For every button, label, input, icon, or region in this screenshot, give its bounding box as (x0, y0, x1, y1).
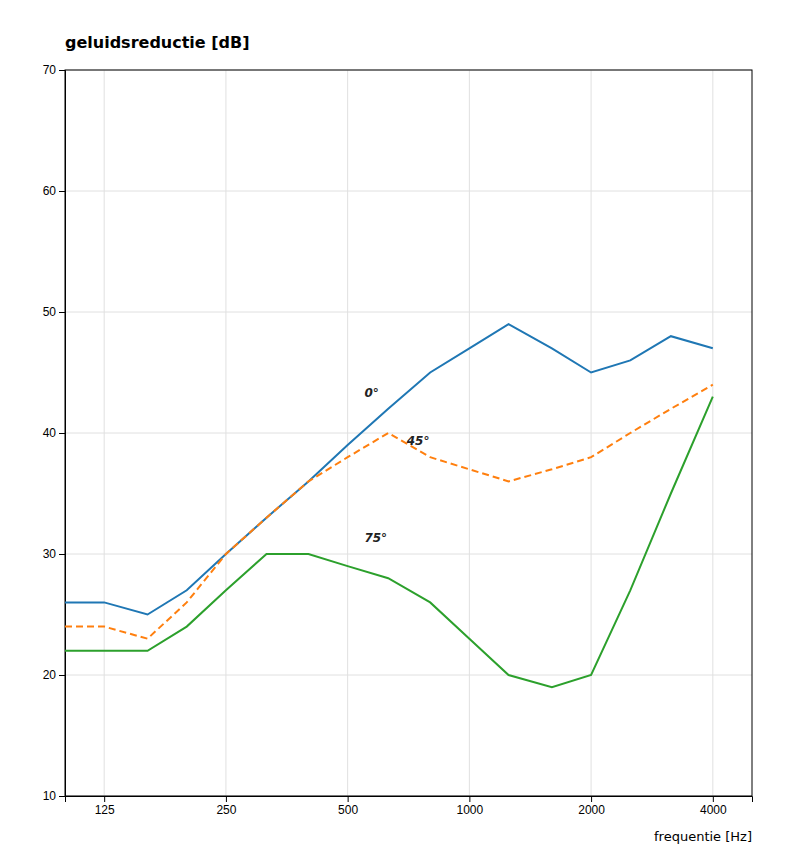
y-tick: 20 (43, 668, 65, 682)
y-tick-label: 70 (43, 63, 57, 77)
x-tick-label: 1000 (457, 803, 484, 817)
y-tick-mark (59, 433, 65, 434)
y-tick-label: 50 (43, 305, 57, 319)
y-tick: 70 (43, 63, 65, 77)
y-tick: 10 (43, 789, 65, 803)
x-tick-label: 250 (216, 803, 236, 817)
annotations: 0° 45° 75° (364, 386, 429, 545)
y-axis: 10 20 30 40 50 60 70 (43, 63, 66, 803)
x-tick: 125 (95, 796, 115, 817)
x-tick-label: 500 (338, 803, 358, 817)
y-tick-mark (59, 554, 65, 555)
x-tick-label: 125 (95, 803, 115, 817)
x-tick-mark (591, 796, 592, 802)
y-tick-mark (59, 796, 65, 797)
y-tick: 60 (43, 184, 65, 198)
grid-line-y (65, 554, 752, 555)
grid-line-y (65, 191, 752, 192)
x-tick: 500 (338, 796, 358, 817)
x-tick-mark (348, 796, 349, 802)
y-tick-label: 20 (43, 668, 57, 682)
x-axis-label: frequentie [Hz] (654, 829, 752, 844)
plot: 125 250 500 1000 2000 4000 10 20 30 40 50 60 70 0° 45°… (43, 63, 753, 816)
x-axis-line (66, 797, 753, 803)
y-tick: 50 (43, 305, 65, 319)
x-tick-mark (226, 796, 227, 802)
y-tick-label: 30 (43, 547, 57, 561)
y-tick-mark (59, 675, 65, 676)
y-tick-label: 10 (43, 789, 57, 803)
y-tick: 40 (43, 426, 65, 440)
x-tick-label: 2000 (578, 803, 605, 817)
x-axis: 125 250 500 1000 2000 4000 (66, 796, 753, 817)
grid (65, 70, 752, 796)
lines (65, 324, 713, 687)
curve-label: 75° (364, 531, 387, 545)
y-tick-label: 60 (43, 184, 57, 198)
y-tick-mark (59, 191, 65, 192)
grid-line-y (65, 312, 752, 313)
x-tick: 4000 (700, 796, 727, 817)
x-tick-mark (104, 796, 105, 802)
plot-frame (65, 70, 752, 796)
y-tick-mark (59, 312, 65, 313)
grid-line-y (65, 675, 752, 676)
x-tick-mark (713, 796, 714, 802)
y-tick-mark (59, 70, 65, 71)
chart: 125 250 500 1000 2000 4000 10 20 30 40 50 60 70 0° 45°… (0, 0, 787, 866)
series-line (65, 385, 713, 639)
x-tick: 2000 (578, 796, 605, 817)
curve-label: 0° (364, 386, 378, 400)
y-axis-line (59, 71, 66, 797)
x-tick: 250 (216, 796, 236, 817)
title: geluidsreductie [dB] (65, 33, 250, 52)
x-tick-mark (469, 796, 470, 802)
x-tick: 1000 (457, 796, 484, 817)
y-tick-label: 40 (43, 426, 57, 440)
y-tick: 30 (43, 547, 65, 561)
curve-label: 45° (406, 434, 430, 448)
x-tick-label: 4000 (700, 803, 727, 817)
series-line (65, 324, 713, 614)
series-line (65, 397, 713, 687)
